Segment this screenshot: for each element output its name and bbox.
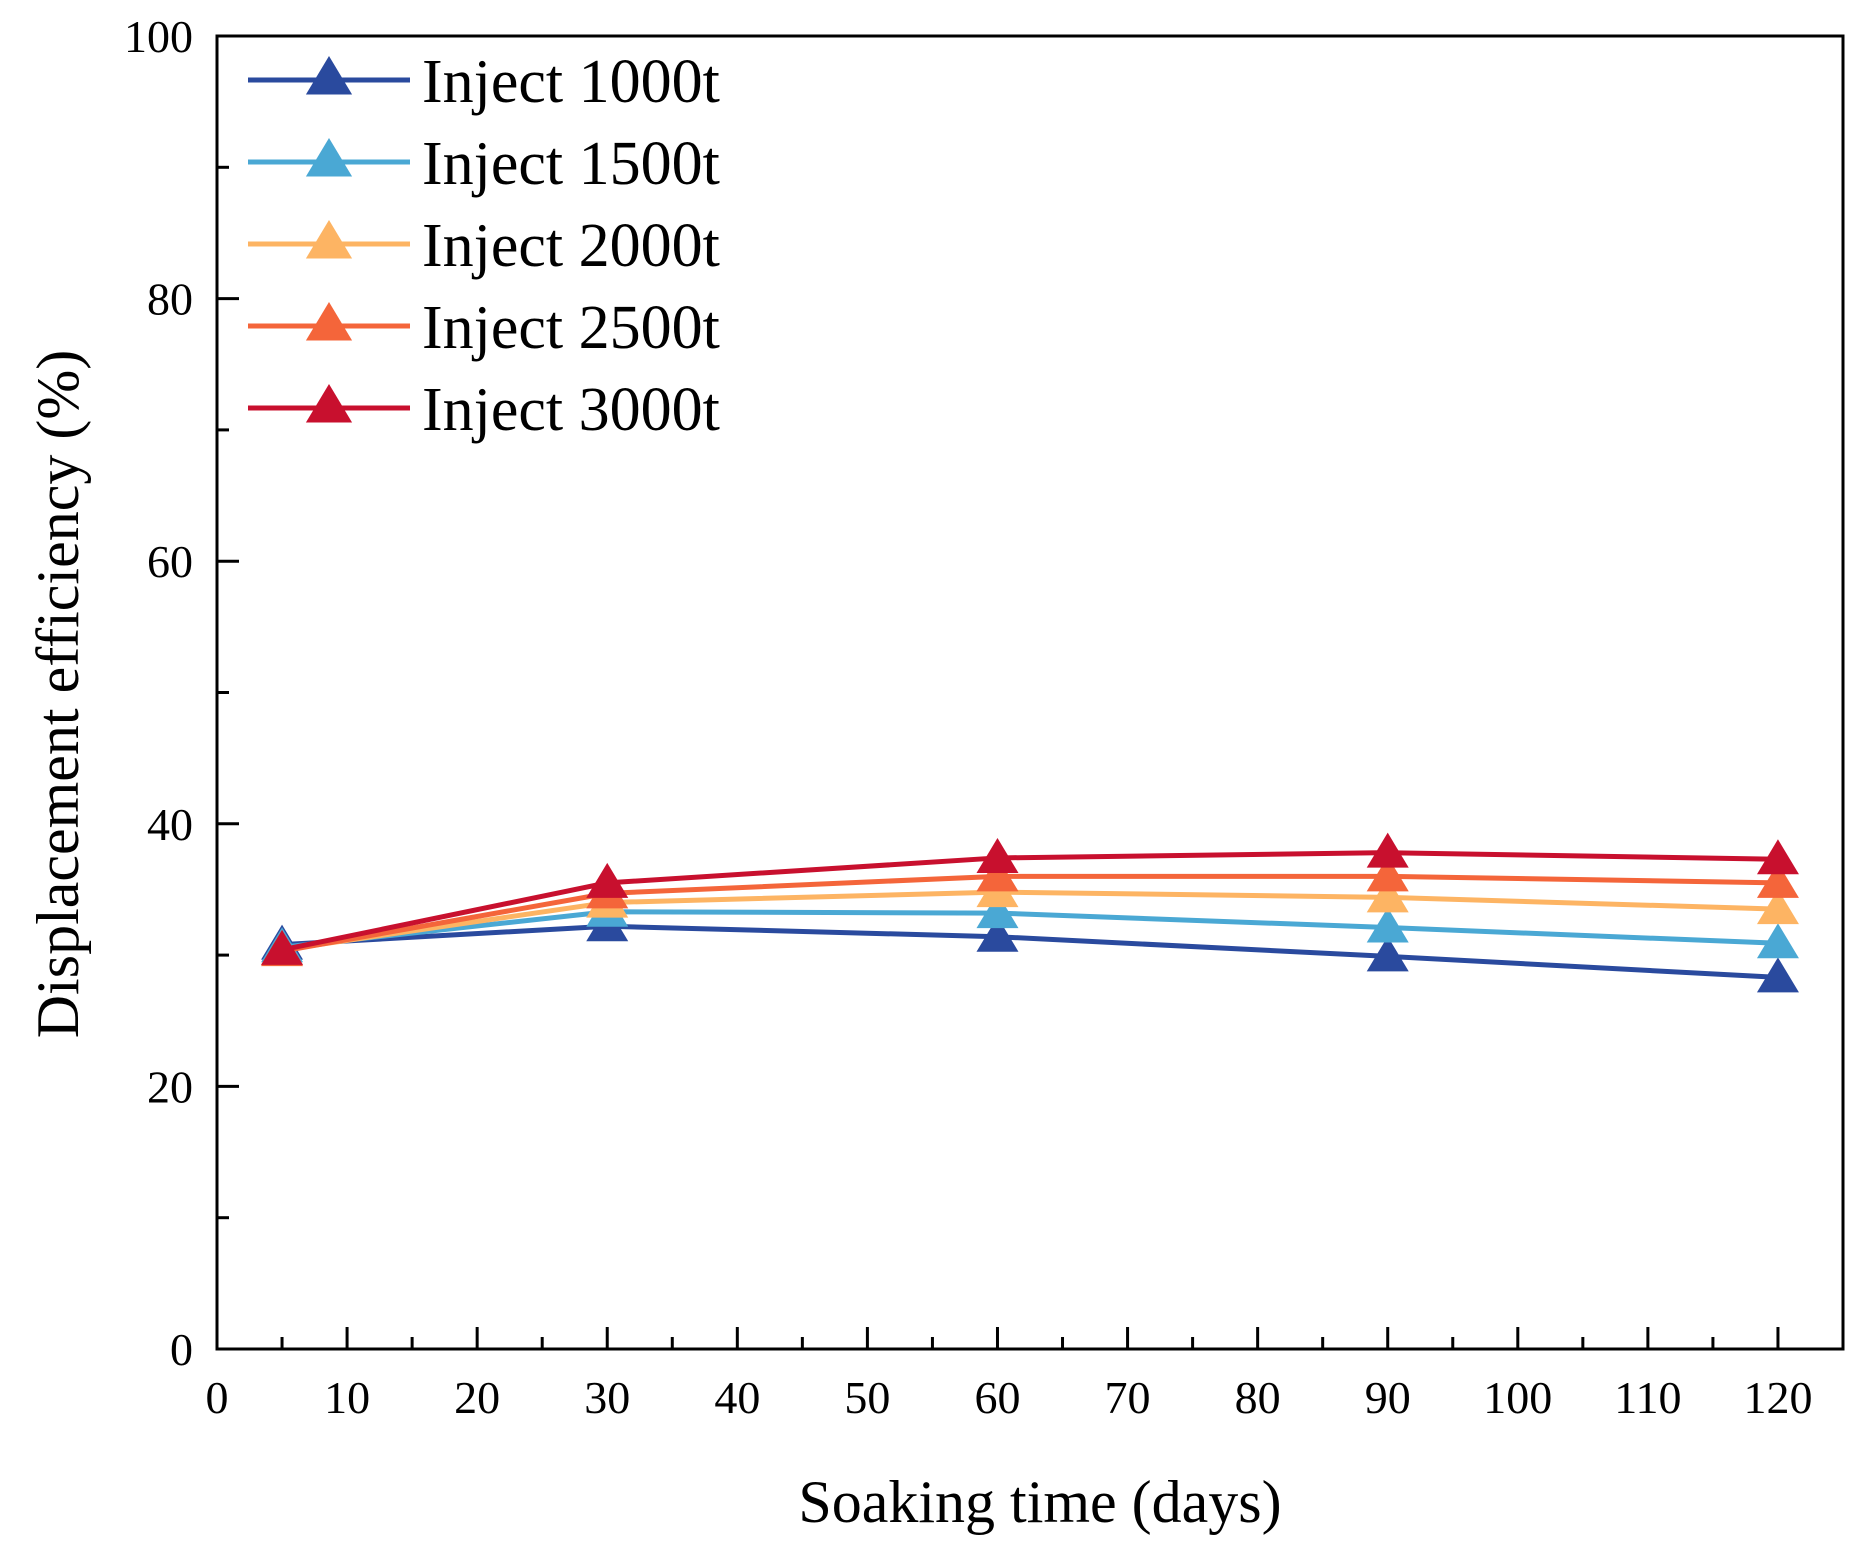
y-tick-label: 40 (147, 799, 193, 850)
data-point-marker (1366, 877, 1409, 913)
legend-entry: Inject 2500t (248, 294, 720, 362)
legend-label: Inject 1000t (422, 48, 720, 116)
legend-marker (305, 56, 353, 95)
data-point-marker (1366, 856, 1409, 892)
legend-label: Inject 1500t (422, 130, 720, 198)
legend-label: Inject 2500t (422, 294, 720, 362)
series-4 (261, 856, 1799, 967)
data-point-marker (586, 862, 629, 898)
y-tick-label: 100 (124, 11, 193, 62)
legend-marker (305, 384, 353, 423)
legend-entry: Inject 2000t (248, 212, 720, 280)
y-tick-label: 80 (147, 274, 193, 325)
x-tick-label: 40 (714, 1372, 760, 1423)
data-point-marker (1756, 862, 1799, 898)
x-axis-title: Soaking time (days) (798, 1469, 1281, 1535)
data-point-marker (261, 929, 304, 965)
legend-entry: Inject 1000t (248, 48, 720, 116)
legend-marker (305, 220, 353, 259)
data-point-marker (976, 837, 1019, 873)
legend-label: Inject 3000t (422, 376, 720, 444)
legend-entry: Inject 3000t (248, 376, 720, 444)
legend-label: Inject 2000t (422, 212, 720, 280)
x-tick-label: 30 (584, 1372, 630, 1423)
x-tick-label: 50 (844, 1372, 890, 1423)
plot-frame (215, 34, 1845, 1351)
data-point-marker (1366, 936, 1409, 972)
axis-ticks: 0 10 20 30 40 50 60 70 80 90 100 110 120 0 20 40 60 80 100 (124, 11, 1812, 1423)
y-tick-label: 60 (147, 536, 193, 587)
x-tick-label: 20 (454, 1372, 500, 1423)
series-5 (261, 832, 1799, 965)
legend: Inject 1000t Inject 1500t Inject 2000t Inje… (248, 48, 720, 444)
y-axis-title: Displacement efficiency (%) (25, 350, 91, 1039)
y-tick-label: 20 (147, 1061, 193, 1112)
series-lines (261, 832, 1799, 993)
x-tick-label: 100 (1483, 1372, 1552, 1423)
data-point-marker (1366, 832, 1409, 868)
data-point-marker (1756, 957, 1799, 993)
x-tick-label: 70 (1105, 1372, 1151, 1423)
data-point-marker (1756, 839, 1799, 875)
x-tick-label: 120 (1743, 1372, 1812, 1423)
x-tick-label: 90 (1365, 1372, 1411, 1423)
data-point-marker (976, 856, 1019, 892)
y-tick-label: 0 (170, 1324, 193, 1375)
x-tick-label: 60 (974, 1372, 1020, 1423)
legend-entry: Inject 1500t (248, 130, 720, 198)
x-tick-label: 80 (1235, 1372, 1281, 1423)
legend-marker (305, 138, 353, 177)
series-3 (261, 872, 1799, 965)
series-2 (261, 891, 1799, 963)
data-point-marker (976, 893, 1019, 929)
data-point-marker (1756, 889, 1799, 925)
data-point-marker (1366, 907, 1409, 943)
data-point-marker (1756, 923, 1799, 959)
legend-marker (305, 302, 353, 341)
x-tick-label: 10 (324, 1372, 370, 1423)
data-point-marker (976, 916, 1019, 952)
x-tick-label: 110 (1614, 1372, 1681, 1423)
x-tick-label: 0 (206, 1372, 229, 1423)
